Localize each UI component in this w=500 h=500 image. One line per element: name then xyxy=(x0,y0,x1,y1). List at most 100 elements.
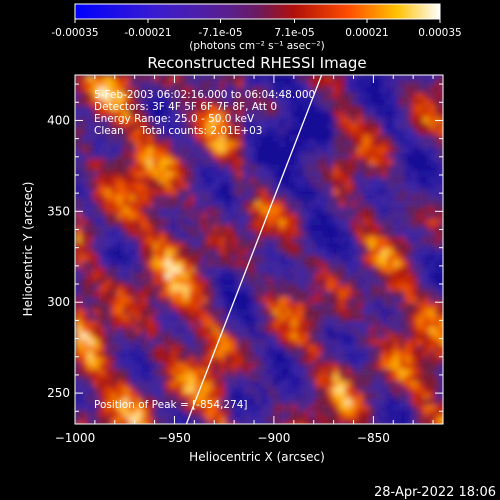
heatmap-cell xyxy=(405,207,412,214)
heatmap-cell xyxy=(231,129,238,136)
heatmap-cell xyxy=(369,231,376,238)
heatmap-cell xyxy=(267,153,274,160)
heatmap-cell xyxy=(303,201,310,208)
heatmap-cell xyxy=(117,75,124,82)
heatmap-cell xyxy=(339,321,346,328)
heatmap-cell xyxy=(87,315,94,322)
heatmap-cell xyxy=(195,309,202,316)
heatmap-cell xyxy=(339,387,346,394)
heatmap-cell xyxy=(279,411,286,418)
colorbar-tick-label: 0.00021 xyxy=(345,27,388,39)
heatmap-cell xyxy=(423,303,430,310)
heatmap-cell xyxy=(267,147,274,154)
heatmap-cell xyxy=(285,393,292,400)
heatmap-cell xyxy=(243,135,250,142)
heatmap-cell xyxy=(135,219,142,226)
heatmap-cell xyxy=(207,273,214,280)
heatmap-cell xyxy=(411,117,418,124)
heatmap-cell xyxy=(357,261,364,268)
heatmap-cell xyxy=(243,333,250,340)
heatmap-cell xyxy=(405,255,412,262)
heatmap-cell xyxy=(111,315,118,322)
heatmap-cell xyxy=(165,81,172,88)
heatmap-cell xyxy=(411,195,418,202)
heatmap-cell xyxy=(159,165,166,172)
heatmap-cell xyxy=(201,309,208,316)
heatmap-cell xyxy=(273,255,280,262)
heatmap-cell xyxy=(99,81,106,88)
heatmap-cell xyxy=(87,165,94,172)
heatmap-cell xyxy=(285,141,292,148)
heatmap-cell xyxy=(255,369,262,376)
heatmap-cell xyxy=(255,255,262,262)
heatmap-cell xyxy=(303,237,310,244)
heatmap-cell xyxy=(393,405,400,412)
heatmap-cell xyxy=(267,357,274,364)
heatmap-cell xyxy=(81,123,88,130)
heatmap-cell xyxy=(243,321,250,328)
heatmap-cell xyxy=(357,129,364,136)
heatmap-cell xyxy=(75,267,82,274)
heatmap-cell xyxy=(441,357,443,364)
heatmap-cell xyxy=(117,201,124,208)
heatmap-cell xyxy=(399,213,406,220)
heatmap-cell xyxy=(159,321,166,328)
heatmap-cell xyxy=(153,195,160,202)
heatmap-cell xyxy=(99,249,106,256)
heatmap-cell xyxy=(99,225,106,232)
heatmap-cell xyxy=(201,345,208,352)
heatmap-cell xyxy=(345,243,352,250)
heatmap-cell xyxy=(327,345,334,352)
heatmap-cell xyxy=(207,201,214,208)
heatmap-cell xyxy=(267,411,274,418)
heatmap-cell xyxy=(219,105,226,112)
heatmap-cell xyxy=(249,357,256,364)
heatmap-cell xyxy=(381,237,388,244)
heatmap-cell xyxy=(105,87,112,94)
heatmap-cell xyxy=(99,189,106,196)
heatmap-cell xyxy=(381,105,388,112)
heatmap-cell xyxy=(381,207,388,214)
heatmap-cell xyxy=(261,357,268,364)
heatmap-cell xyxy=(309,369,316,376)
heatmap-cell xyxy=(327,81,334,88)
heatmap-cell xyxy=(189,231,196,238)
colorbar xyxy=(74,3,441,20)
heatmap-cell xyxy=(321,303,328,310)
heatmap-cell xyxy=(237,141,244,148)
heatmap-cell xyxy=(393,339,400,346)
heatmap-cell xyxy=(219,291,226,298)
heatmap-cell xyxy=(297,357,304,364)
heatmap-cell xyxy=(327,141,334,148)
heatmap-cell xyxy=(171,219,178,226)
heatmap-cell xyxy=(375,135,382,142)
heatmap-cell xyxy=(177,357,184,364)
heatmap-cell xyxy=(117,93,124,100)
heatmap-cell xyxy=(111,213,118,220)
heatmap-cell xyxy=(399,177,406,184)
heatmap-cell xyxy=(429,315,436,322)
heatmap-cell xyxy=(417,243,424,250)
heatmap-cell xyxy=(135,285,142,292)
heatmap-cell xyxy=(381,387,388,394)
heatmap-cell xyxy=(153,351,160,358)
heatmap-cell xyxy=(357,201,364,208)
heatmap-cell xyxy=(93,237,100,244)
heatmap-cell xyxy=(75,189,82,196)
heatmap-cell xyxy=(249,303,256,310)
heatmap-cell xyxy=(195,345,202,352)
heatmap-cell xyxy=(165,291,172,298)
heatmap-cell xyxy=(117,393,124,400)
heatmap-cell xyxy=(309,159,316,166)
heatmap-cell xyxy=(309,165,316,172)
heatmap-cell xyxy=(381,177,388,184)
heatmap-cell xyxy=(381,117,388,124)
heatmap-cell xyxy=(309,381,316,388)
heatmap-cell xyxy=(297,315,304,322)
heatmap-cell xyxy=(279,315,286,322)
heatmap-cell xyxy=(141,327,148,334)
heatmap-cell xyxy=(285,183,292,190)
heatmap-cell xyxy=(189,393,196,400)
heatmap-cell xyxy=(381,369,388,376)
heatmap-cell xyxy=(393,255,400,262)
